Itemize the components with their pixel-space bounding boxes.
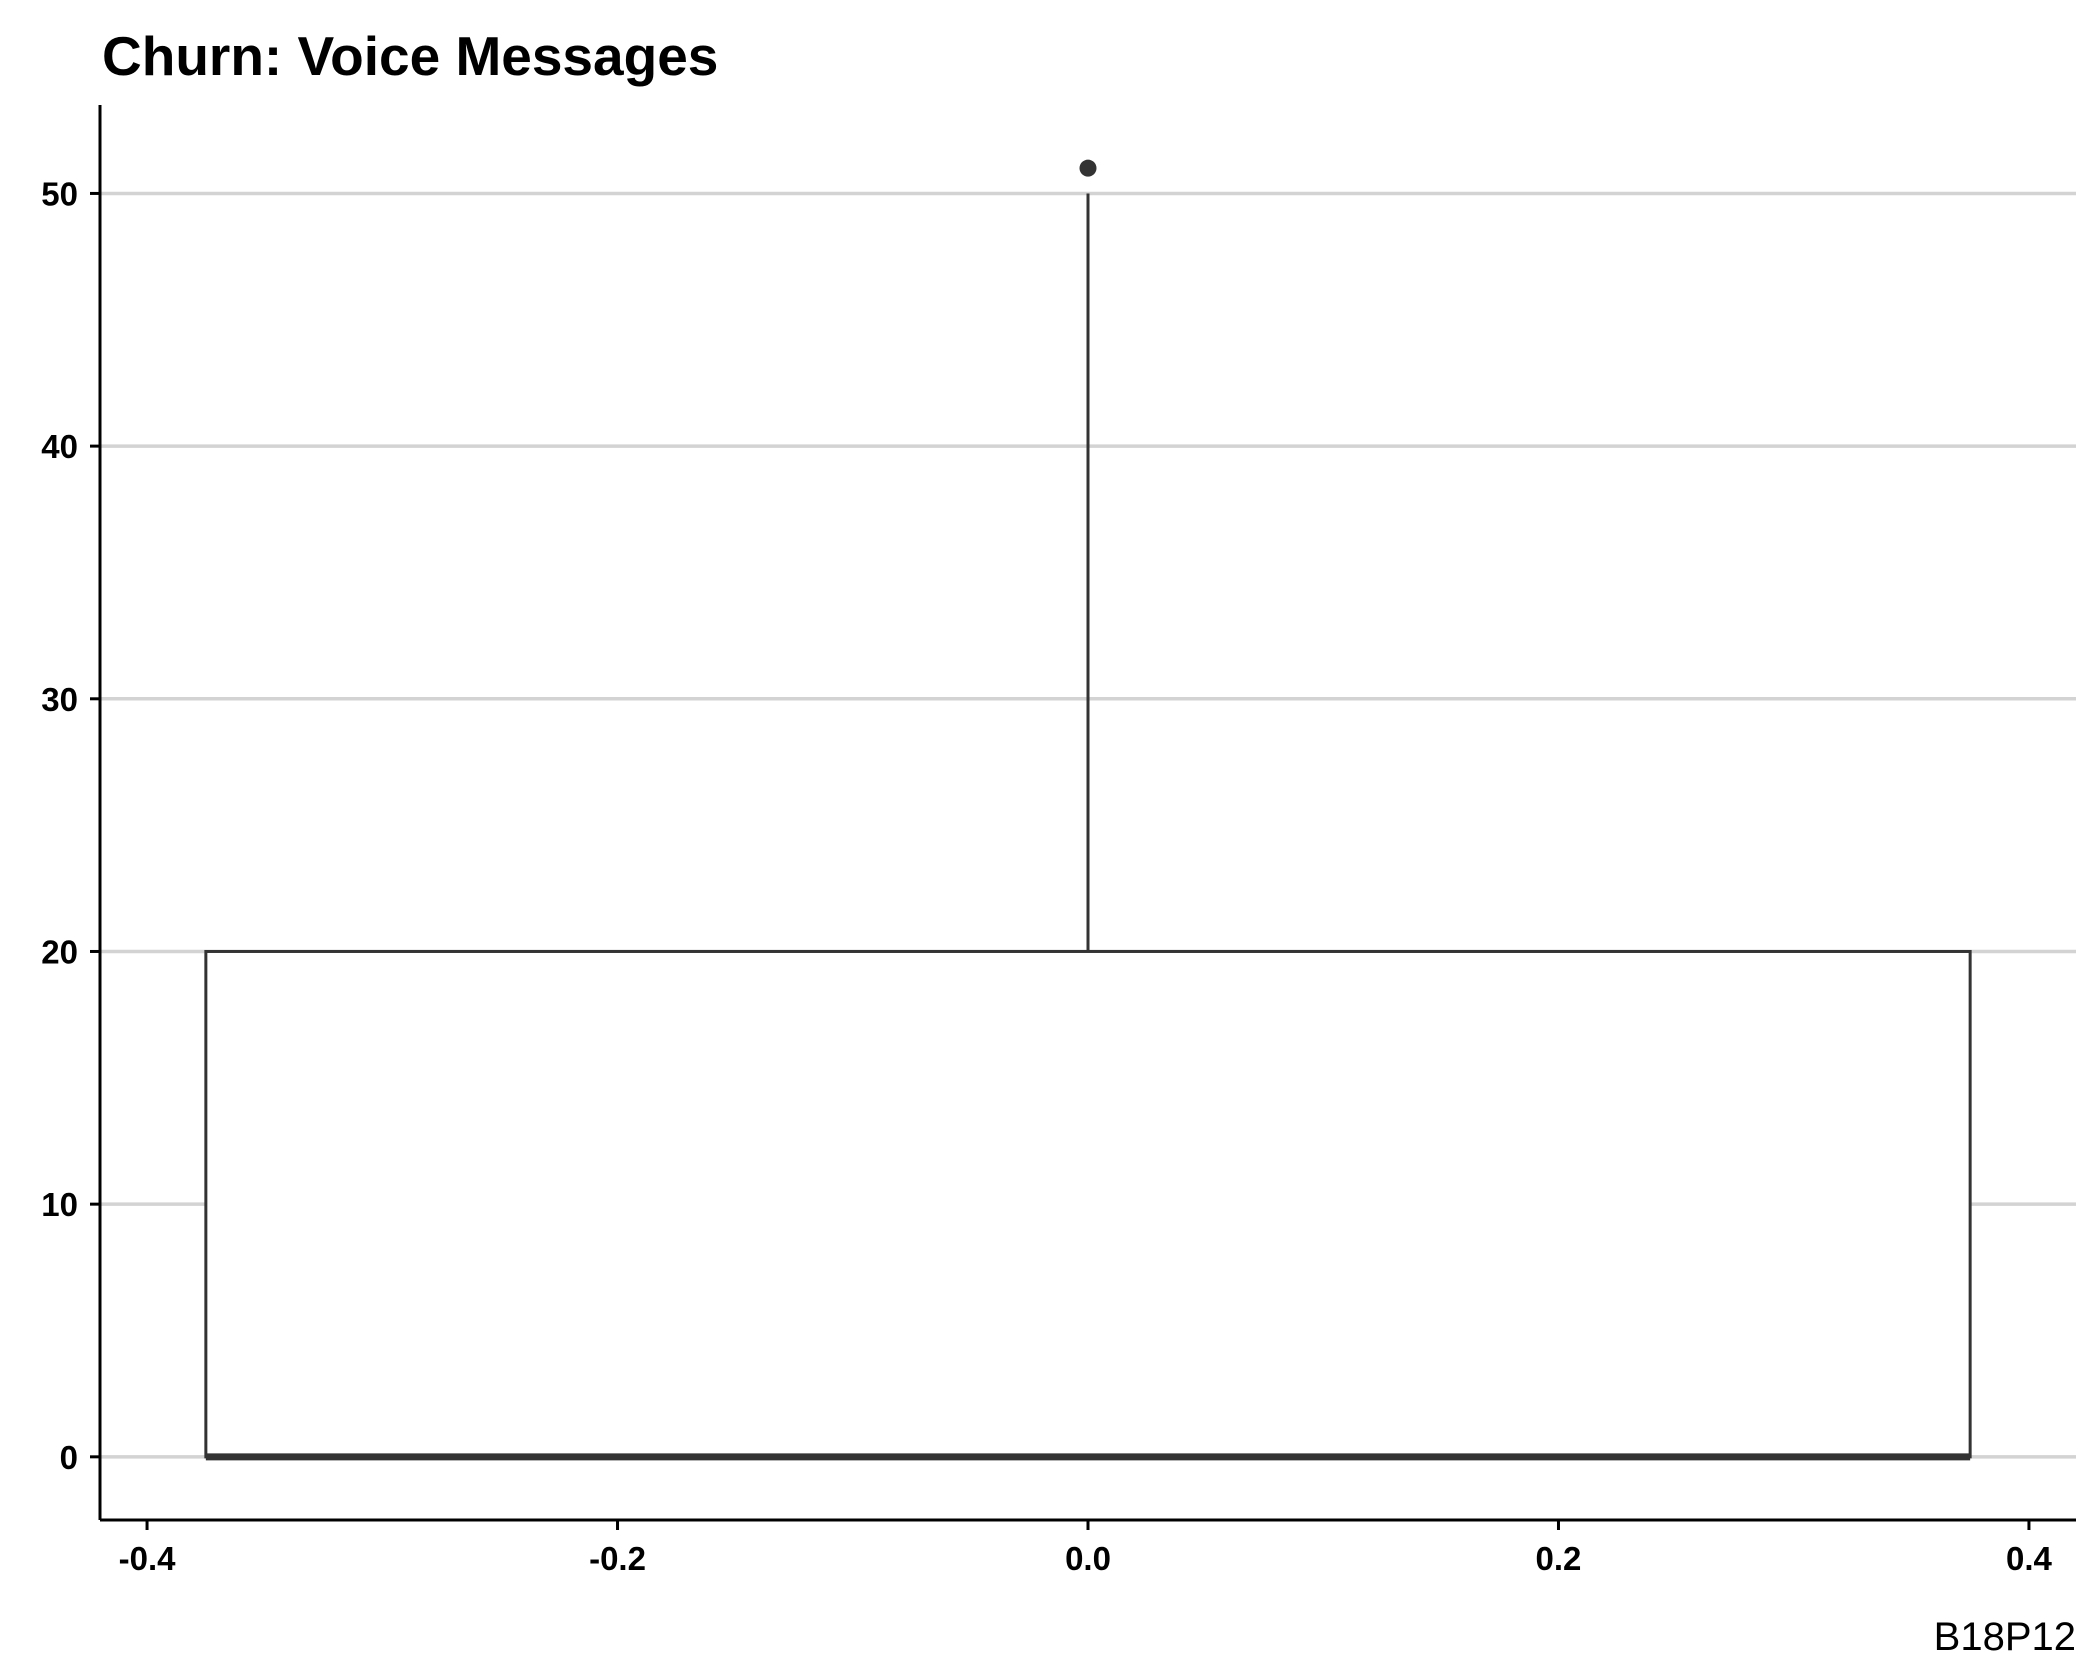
chart-caption: B18P12 [1934,1615,2076,1659]
axes [90,105,2076,1530]
y-tick-label-50: 50 [41,175,78,212]
x-tick-label-1: -0.2 [589,1540,646,1577]
outlier-point-0 [1079,159,1097,177]
chart-title: Churn: Voice Messages [102,25,718,87]
y-tick-label-40: 40 [41,428,78,465]
x-tick-label-4: 0.4 [2006,1540,2053,1577]
iqr-box [204,949,1972,1459]
x-tick-label-3: 0.2 [1536,1540,1582,1577]
y-tick-label-10: 10 [41,1186,78,1223]
x-tick-label-2: 0.0 [1065,1540,1111,1577]
y-tick-label-0: 0 [60,1439,78,1476]
x-tick-label-0: -0.4 [119,1540,177,1577]
y-tick-label-20: 20 [41,933,78,970]
tick-labels: 0 10 20 30 40 50 -0.4 -0.2 0.0 0.2 0.4 [41,175,2052,1577]
y-tick-label-30: 30 [41,681,78,718]
box-layer [204,159,1972,1461]
